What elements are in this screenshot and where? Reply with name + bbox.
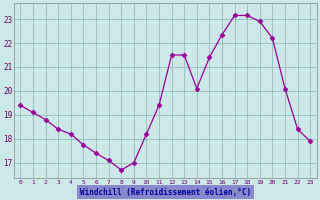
X-axis label: Windchill (Refroidissement éolien,°C): Windchill (Refroidissement éolien,°C) xyxy=(80,188,251,197)
